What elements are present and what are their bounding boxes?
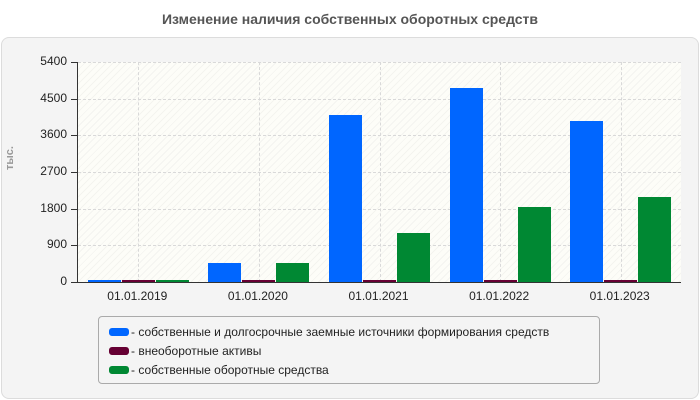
- y-tick: [71, 135, 77, 137]
- bar: [121, 280, 155, 282]
- bar: [449, 88, 483, 282]
- legend-swatch-icon: [109, 347, 129, 355]
- y-tick-label: 900: [46, 237, 67, 252]
- x-tick-label: 01.01.2023: [589, 289, 650, 303]
- legend-swatch-icon: [109, 328, 129, 336]
- x-tick-label: 01.01.2019: [107, 289, 168, 303]
- y-tick: [71, 98, 77, 100]
- y-tick: [71, 208, 77, 210]
- gridline: [138, 62, 140, 282]
- y-tick-label: 1800: [40, 200, 67, 215]
- bar: [276, 262, 310, 282]
- gridline: [620, 62, 622, 282]
- x-tick-label: 01.01.2021: [348, 289, 409, 303]
- y-tick-label: 5400: [40, 54, 67, 68]
- x-tick-label: 01.01.2020: [227, 289, 288, 303]
- bar: [329, 114, 362, 282]
- bar: [208, 262, 242, 282]
- y-tick-label: 3600: [40, 127, 67, 142]
- bar: [363, 280, 396, 282]
- bar: [517, 207, 551, 282]
- legend-item: - собственные оборотные средства: [109, 363, 329, 377]
- bar: [242, 280, 276, 282]
- legend: - собственные и долгосрочные заемные ист…: [98, 316, 600, 384]
- y-tick-label: 4500: [40, 90, 67, 105]
- plot-area: [77, 62, 681, 283]
- y-tick: [71, 172, 77, 173]
- legend-item: - внеоборотные активы: [109, 344, 261, 358]
- legend-label: - внеоборотные активы: [131, 344, 262, 358]
- bar: [483, 280, 517, 282]
- y-tick: [71, 62, 77, 63]
- y-tick-label: 0: [60, 274, 67, 288]
- y-tick-label: 2700: [40, 164, 67, 178]
- legend-label: - собственные и долгосрочные заемные ист…: [131, 325, 550, 339]
- x-tick-label: 01.01.2022: [469, 289, 530, 303]
- bar: [87, 279, 121, 282]
- y-tick: [71, 245, 77, 247]
- gridline: [379, 62, 381, 282]
- bar: [604, 280, 638, 282]
- bar: [397, 232, 430, 282]
- gridline: [258, 62, 260, 282]
- chart-title: Изменение наличия собственных оборотных …: [161, 11, 539, 27]
- y-axis-title: тыс.: [4, 146, 16, 170]
- legend-swatch-icon: [109, 366, 129, 374]
- legend-label: - собственные оборотные средства: [131, 363, 329, 377]
- y-tick: [71, 282, 77, 283]
- bar: [155, 279, 189, 282]
- bar: [638, 197, 672, 282]
- bar: [570, 121, 604, 282]
- legend-item: - собственные и долгосрочные заемные ист…: [109, 325, 549, 339]
- gridline: [500, 62, 502, 282]
